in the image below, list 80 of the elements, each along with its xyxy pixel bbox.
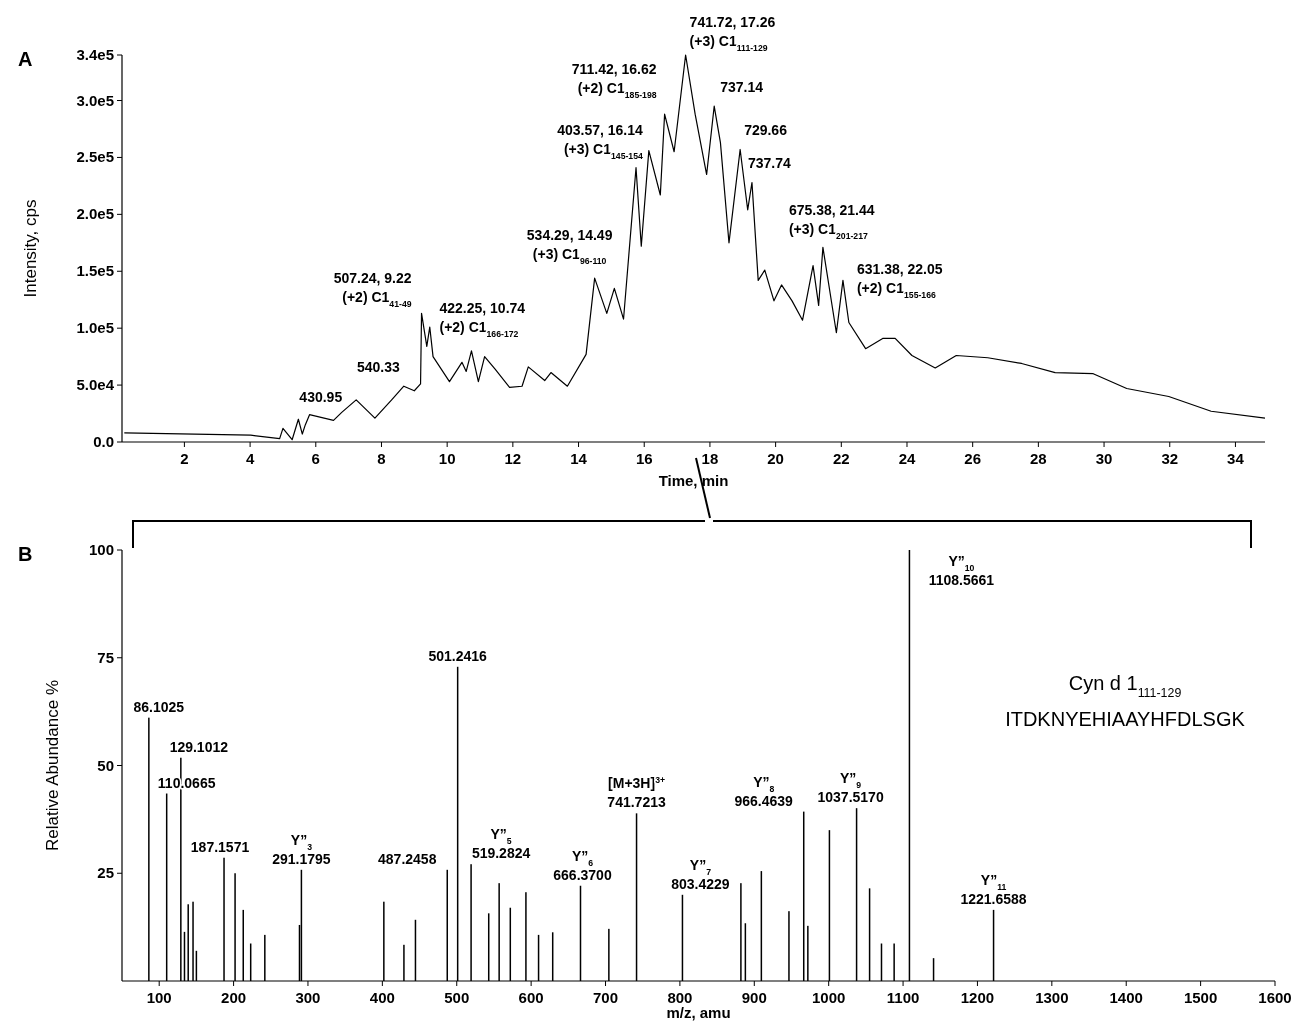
annotation: Y”$_{10}$ 1108.5661	[928, 553, 995, 588]
x-tick-label: 22	[832, 450, 850, 467]
y-tick-label: 1.5e5	[76, 262, 114, 280]
x-tick-label: 500	[444, 989, 470, 1006]
annotation: Y”$_{9}$ 1037.5170	[817, 770, 884, 806]
x-tick-label: 1500	[1183, 989, 1218, 1006]
y-tick-label: 75	[97, 648, 114, 666]
x-tick-label: 1100	[886, 989, 920, 1006]
x-tick-label: 100	[146, 989, 172, 1006]
annotation: 501.2416	[428, 647, 488, 664]
annotation: 631.38, 22.05 (+2) C1$_{155-166}$	[856, 261, 943, 301]
x-tick-label: 18	[701, 450, 719, 467]
x-axis-title: Time, min	[658, 472, 729, 489]
x-tick-label: 14	[570, 450, 588, 467]
annotation: Cyn d 1$_{111-129}$	[1068, 672, 1182, 700]
annotation: Y”$_{6}$ 666.3700	[553, 847, 612, 883]
annotation: 729.66	[744, 122, 788, 139]
annotation: [M+3H]$^{3+}$ 741.7213	[607, 775, 666, 811]
x-tick-label: 900	[741, 989, 767, 1006]
x-tick-label: 20	[767, 450, 784, 467]
x-tick-label: 10	[438, 450, 456, 467]
x-tick-label: 12	[504, 450, 522, 467]
x-axis-title: m/z, amu	[666, 1004, 731, 1021]
x-tick-label: 400	[369, 989, 395, 1006]
annotation: Y”$_{8}$ 966.4639	[734, 773, 794, 809]
x-tick-label: 24	[898, 450, 916, 467]
annotation: 129.1012	[169, 738, 229, 755]
annotation: 675.38, 21.44 (+3) C1$_{201-217}$	[788, 202, 875, 242]
annotation: 534.29, 14.49 (+3) C1$_{96-110}$	[526, 227, 613, 267]
x-tick-label: 800	[667, 989, 693, 1006]
y-axis-title: Relative Abundance %	[43, 679, 62, 852]
annotation: 422.25, 10.74 (+2) C1$_{166-172}$	[439, 299, 526, 339]
x-tick-label: 2	[180, 450, 189, 467]
y-axis-title: Intensity, cps	[21, 199, 40, 298]
annotation: 737.74	[747, 155, 791, 172]
x-tick-label: 1200	[960, 989, 995, 1006]
x-tick-label: 1400	[1109, 989, 1143, 1006]
annotation: 540.33	[356, 359, 401, 376]
annotation: 86.1025	[133, 698, 185, 715]
x-tick-label: 34	[1227, 450, 1245, 467]
annotation: 507.24, 9.22 (+2) C1$_{41-49}$	[333, 270, 412, 310]
chart-title: A	[18, 48, 33, 70]
annotation: ITDKNYEHIAAYHFDLSGK	[1005, 708, 1246, 730]
y-tick-label: 2.0e5	[76, 205, 114, 223]
x-tick-label: 6	[311, 450, 320, 467]
annotation: 711.42, 16.62 (+2) C1$_{185-198}$	[571, 61, 657, 101]
x-tick-label: 1000	[811, 989, 846, 1006]
y-tick-label: 5.0e4	[76, 376, 115, 394]
y-tick-label: 100	[88, 541, 114, 558]
y-tick-label: 0.0	[93, 433, 114, 450]
x-tick-label: 700	[593, 989, 619, 1006]
x-tick-label: 30	[1095, 450, 1113, 467]
y-tick-label: 50	[97, 756, 114, 774]
x-tick-label: 16	[635, 450, 653, 467]
x-tick-label: 26	[964, 450, 982, 467]
annotation: 741.72, 17.26 (+3) C1$_{111-129}$	[689, 14, 776, 53]
annotation: 187.1571	[190, 838, 250, 855]
annotation: 737.14	[720, 79, 764, 96]
y-tick-label: 3.4e5	[76, 46, 114, 63]
y-tick-label: 3.0e5	[76, 91, 114, 109]
annotation: 403.57, 16.14 (+3) C1$_{145-154}$	[557, 121, 644, 161]
annotation: Y”$_{5}$ 519.2824	[471, 826, 531, 862]
annotation: Y”$_{3}$ 291.1795	[272, 831, 331, 867]
x-tick-label: 600	[518, 989, 544, 1006]
x-tick-label: 8	[377, 450, 386, 467]
annotation: Y”$_{7}$ 803.4229	[671, 856, 730, 892]
x-tick-label: 4	[245, 450, 255, 467]
x-tick-label: 200	[221, 989, 247, 1006]
annotation: Y”$_{11}$ 1221.6588	[960, 871, 1027, 907]
y-tick-label: 25	[97, 864, 114, 882]
annotation: 430.95	[299, 388, 343, 405]
x-tick-label: 1600	[1258, 989, 1292, 1006]
y-tick-label: 2.5e5	[76, 148, 114, 166]
x-tick-label: 32	[1161, 450, 1179, 467]
chart-title: B	[18, 543, 33, 565]
x-tick-label: 28	[1030, 450, 1047, 467]
x-tick-label: 1300	[1035, 989, 1069, 1006]
x-tick-label: 300	[295, 989, 321, 1006]
annotation: 487.2458	[378, 850, 437, 867]
y-tick-label: 1.0e5	[76, 319, 114, 337]
